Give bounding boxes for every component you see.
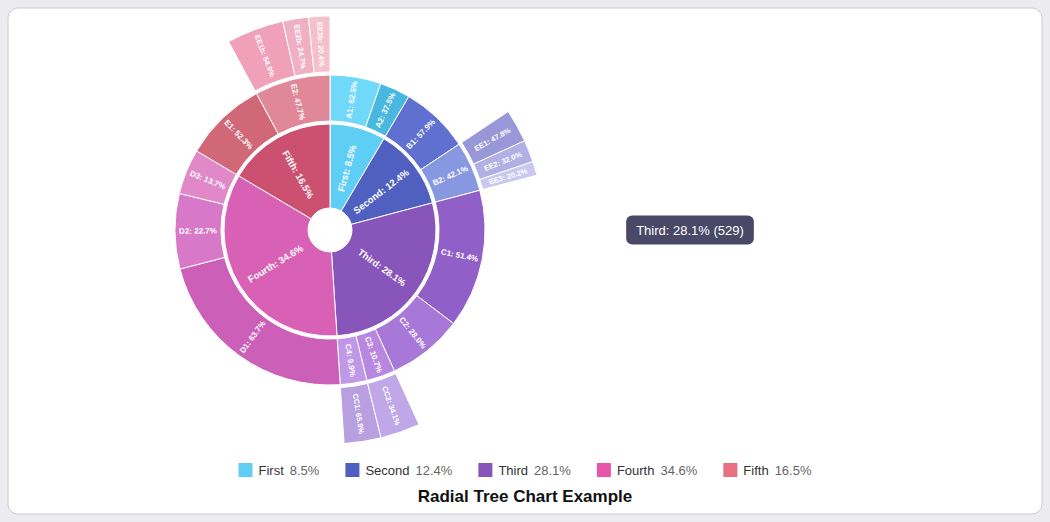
sunburst-wedge bbox=[308, 16, 330, 73]
wedge-label: EE3b: 20.4% bbox=[315, 22, 326, 67]
wedge-label: B1: 57.9% bbox=[405, 117, 438, 151]
wedge-label: D3: 13.7% bbox=[189, 169, 227, 192]
legend-label: Third bbox=[498, 463, 528, 478]
legend-swatch bbox=[597, 463, 611, 477]
wedge-label: EE3: 20.2% bbox=[488, 166, 529, 186]
annotation-text: Third: 28.1% (529) bbox=[636, 223, 744, 238]
wedge-label: Fifth: 16.5% bbox=[280, 149, 316, 201]
legend-value: 16.5% bbox=[775, 463, 812, 478]
wedge-label: EE1: 47.8% bbox=[473, 126, 513, 154]
card bbox=[8, 8, 1042, 514]
sunburst-wedge bbox=[337, 336, 367, 385]
wedge-label: B2: 42.1% bbox=[431, 164, 469, 188]
wedge-labels: First: 8.5%Second: 12.4% Third: 28.1% Four… bbox=[179, 22, 529, 435]
sunburst-wedge bbox=[175, 193, 225, 269]
wedge-label: EE2b: 24.7% bbox=[292, 24, 308, 70]
wedge-label: E1: 52.3% bbox=[222, 118, 254, 151]
wedge-label: D2: 22.7% bbox=[179, 226, 217, 235]
legend-swatch bbox=[478, 463, 492, 477]
legend-value: 28.1% bbox=[534, 463, 571, 478]
sunburst-wedge bbox=[368, 374, 419, 438]
wedge-label: First: 8.5% bbox=[335, 143, 358, 193]
wedge-label: C2: 28.0% bbox=[397, 315, 428, 350]
legend-label: Second bbox=[365, 463, 409, 478]
sunburst-wedges bbox=[175, 16, 537, 444]
title: Radial Tree Chart Example bbox=[418, 487, 632, 506]
wedge-label: E2: 47.7% bbox=[289, 83, 307, 121]
legend-value: 8.5% bbox=[290, 463, 320, 478]
legend-swatch bbox=[238, 463, 252, 477]
wedge-label: C1: 51.4% bbox=[440, 247, 479, 263]
wedge-label: Third: 28.1% bbox=[356, 246, 409, 288]
wedge-label: CC2: 34.1% bbox=[380, 385, 402, 427]
annotation-box bbox=[626, 216, 754, 245]
wedge-label: C3: 10.7% bbox=[363, 335, 384, 374]
legend-swatch bbox=[723, 463, 737, 477]
legend-label: Fifth bbox=[743, 463, 768, 478]
legend-value: 12.4% bbox=[416, 463, 453, 478]
wedge-label: A1: 62.5% bbox=[344, 80, 359, 119]
wedge-label: EE1b: 54.9% bbox=[253, 33, 277, 78]
legend-label: First bbox=[258, 463, 284, 478]
chart: First: 8.5%Second: 12.4% Third: 28.1% Four… bbox=[0, 0, 1050, 522]
wedge-label: C4: 9.9% bbox=[343, 343, 357, 377]
legend-label: Fourth bbox=[617, 463, 655, 478]
legend-swatch bbox=[345, 463, 359, 477]
wedge-label: Fourth: 34.6% bbox=[246, 242, 306, 285]
wedge-label: D1: 63.7% bbox=[238, 319, 267, 355]
legend-value: 34.6% bbox=[660, 463, 697, 478]
wedge-label: Second: 12.4% bbox=[351, 166, 412, 216]
legend: First 8.5% Second 12.4% Third 28.1% Fourth 34.6… bbox=[238, 463, 811, 478]
annotation: Third: 28.1% (529) bbox=[626, 216, 754, 245]
wedge-label: A2: 37.5% bbox=[373, 91, 397, 129]
wedge-label: CC1: 65.9% bbox=[351, 393, 366, 435]
